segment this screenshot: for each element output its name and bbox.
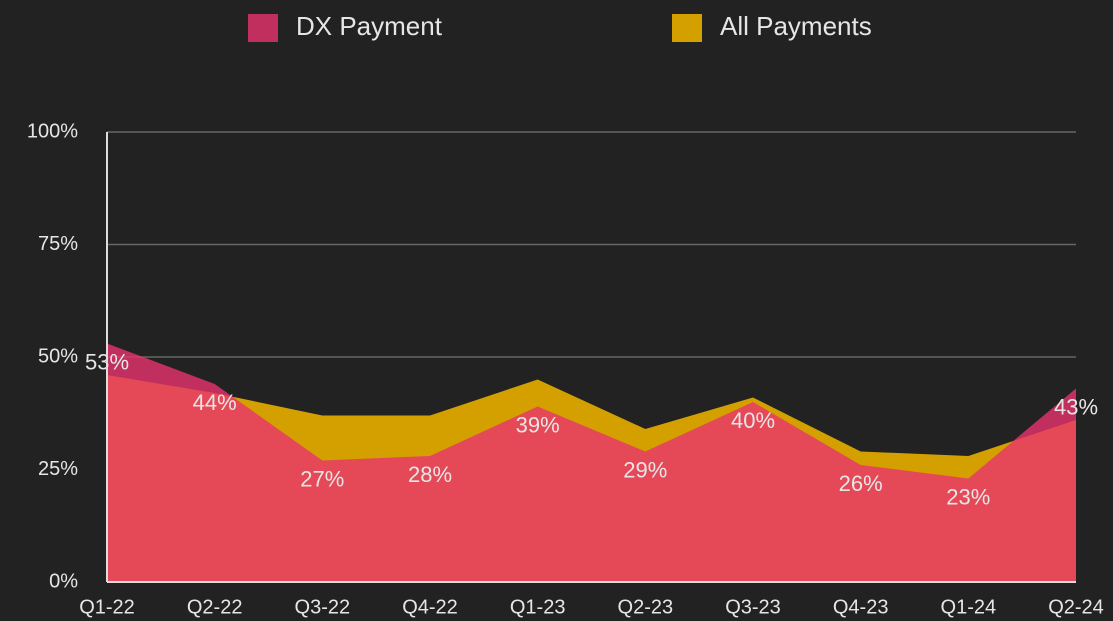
x-tick-label: Q3-23 xyxy=(725,596,781,618)
data-label: 28% xyxy=(408,462,452,487)
y-tick-label: 0% xyxy=(49,570,78,592)
y-tick-label: 50% xyxy=(38,345,78,367)
x-tick-label: Q1-23 xyxy=(510,596,566,618)
legend-label: All Payments xyxy=(720,11,872,41)
data-label: 26% xyxy=(839,471,883,496)
data-label: 27% xyxy=(300,466,344,491)
data-label: 39% xyxy=(516,412,560,437)
x-tick-label: Q4-23 xyxy=(833,596,889,618)
y-tick-label: 100% xyxy=(27,120,78,142)
x-tick-label: Q1-24 xyxy=(941,596,997,618)
data-label: 44% xyxy=(193,390,237,415)
x-tick-label: Q2-23 xyxy=(618,596,674,618)
legend-swatch xyxy=(248,14,278,42)
data-label: 29% xyxy=(623,457,667,482)
x-tick-label: Q3-22 xyxy=(295,596,351,618)
legend-label: DX Payment xyxy=(296,11,443,41)
data-label: 43% xyxy=(1054,394,1098,419)
area xyxy=(107,343,1076,582)
data-label: 40% xyxy=(731,408,775,433)
x-tick-label: Q4-22 xyxy=(402,596,458,618)
x-tick-label: Q1-22 xyxy=(79,596,135,618)
y-tick-label: 25% xyxy=(38,458,78,480)
x-tick-label: Q2-24 xyxy=(1048,596,1104,618)
data-label: 23% xyxy=(946,484,990,509)
x-tick-label: Q2-22 xyxy=(187,596,243,618)
y-tick-label: 75% xyxy=(38,233,78,255)
legend-swatch xyxy=(672,14,702,42)
